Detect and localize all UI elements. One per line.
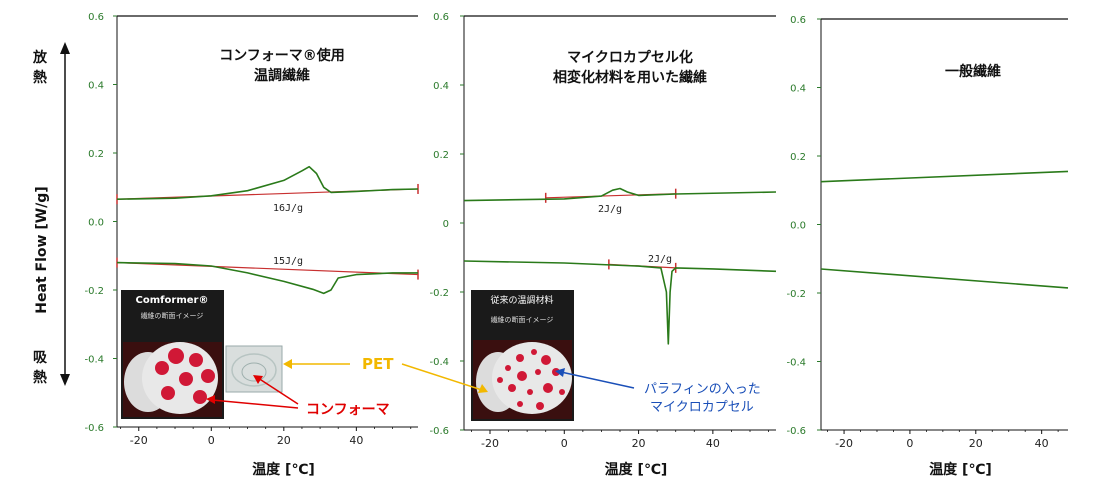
y-tick-label: 0.2 <box>433 150 449 161</box>
x-tick-label: -20 <box>481 437 499 450</box>
paraffin-label-line1: パラフィンの入った <box>644 382 761 397</box>
inset-comformer-caption: 繊維の断面イメージ <box>141 311 204 320</box>
x-tick-label: 20 <box>277 434 291 447</box>
y-tick-label: -0.4 <box>84 355 104 366</box>
comformer-fiber-image <box>123 342 222 417</box>
inset-conventional-caption: 繊維の断面イメージ <box>491 315 554 324</box>
x-tick-label: 0 <box>906 437 913 450</box>
y-tick-label: 0.4 <box>433 81 449 92</box>
x-tick-label: 40 <box>706 437 720 450</box>
y-tick-label: 0.6 <box>88 12 104 23</box>
callout-arrows <box>206 359 635 409</box>
absorb-label-1: 吸 <box>33 350 48 366</box>
y-tick-label: -0.4 <box>786 358 806 369</box>
y-tick-label: 0 <box>443 219 449 230</box>
pet-sample-photo <box>225 345 283 393</box>
pet-label: PET <box>362 355 394 373</box>
enthalpy-annotation: 2J/g <box>598 204 622 215</box>
y-tick-label: 0.2 <box>790 152 806 163</box>
y-axis-label: Heat Flow [W/g] <box>34 186 50 313</box>
x-tick-label: 40 <box>1035 437 1049 450</box>
x-tick-label: -20 <box>835 437 853 450</box>
inset-comformer: Comformer® 繊維の断面イメージ <box>121 290 224 419</box>
x-tick-label: 0 <box>208 434 215 447</box>
y-tick-label: -0.6 <box>84 423 104 434</box>
inset-conventional: 従来の温調材料 繊維の断面イメージ <box>471 290 574 421</box>
x-tick-label: 40 <box>349 434 363 447</box>
microcapsule-fiber-image <box>473 340 572 419</box>
y-tick-label: 0.6 <box>790 15 806 26</box>
enthalpy-annotation: 2J/g <box>648 254 672 265</box>
x-tick-label: 0 <box>561 437 568 450</box>
panel-comformer: 0.6 0.4 0.2 0.0 -0.2 -0.4 -0.6 -20 0 20 40 温度 [℃] コン… <box>84 12 419 478</box>
y-tick-label: -0.6 <box>786 426 806 437</box>
y-tick-label: -0.2 <box>429 288 449 299</box>
y-tick-label: 0.4 <box>790 84 806 95</box>
y-tick-label: -0.4 <box>429 357 449 368</box>
panel-title: コンフォーマ®使用 <box>219 47 345 64</box>
comformer-label: コンフォーマ <box>306 402 390 418</box>
inset-conventional-title: 従来の温調材料 <box>490 294 553 306</box>
series-line-heating <box>820 170 1069 183</box>
panel-general: 0.6 0.4 0.2 0.0 -0.2 -0.4 -0.6 -20 0 20 40 温度 [℃] 一般… <box>786 15 1069 478</box>
inset-comformer-brand: Comformer® <box>136 295 209 306</box>
panel-microcapsule: 0.6 0.4 0.2 0 -0.2 -0.4 -0.6 -20 0 20 40 温度 [℃] マイクロ… <box>429 12 777 478</box>
y-tick-label: 0.0 <box>88 218 104 229</box>
release-label-1: 放 <box>32 49 48 66</box>
y-tick-label: 0.6 <box>433 12 449 23</box>
y-tick-label: 0.4 <box>88 81 104 92</box>
panel-subtitle: 温調繊維 <box>254 67 310 84</box>
integration-baseline <box>116 262 419 276</box>
panel-title: 一般繊維 <box>945 63 1001 80</box>
series-line-cooling <box>116 261 418 295</box>
x-axis-label: 温度 [℃] <box>252 461 315 478</box>
y-tick-label: -0.2 <box>786 289 806 300</box>
x-tick-label: -20 <box>130 434 148 447</box>
series-line-cooling <box>463 260 777 345</box>
x-axis-label: 温度 [℃] <box>929 461 992 478</box>
paraffin-label-line2: マイクロカプセル <box>650 400 754 415</box>
release-label-2: 熱 <box>33 69 47 86</box>
series-line-heating <box>463 187 777 202</box>
y-tick-label: 0.0 <box>790 221 806 232</box>
x-tick-label: 20 <box>632 437 646 450</box>
y-tick-label: 0.2 <box>88 149 104 160</box>
series-line-cooling <box>820 268 1069 289</box>
y-tick-label: -0.6 <box>429 426 449 437</box>
panel-subtitle: 相変化材料を用いた繊維 <box>553 69 707 86</box>
series-line-heating <box>116 165 419 200</box>
panel-title: マイクロカプセル化 <box>567 49 693 66</box>
x-tick-label: 20 <box>969 437 983 450</box>
y-tick-label: -0.2 <box>84 286 104 297</box>
absorb-label-2: 熱 <box>33 369 47 386</box>
x-axis-label: 温度 [℃] <box>605 461 668 478</box>
enthalpy-annotation: 16J/g <box>273 203 303 214</box>
heat-direction-arrow <box>60 42 70 386</box>
enthalpy-annotation: 15J/g <box>273 256 303 267</box>
